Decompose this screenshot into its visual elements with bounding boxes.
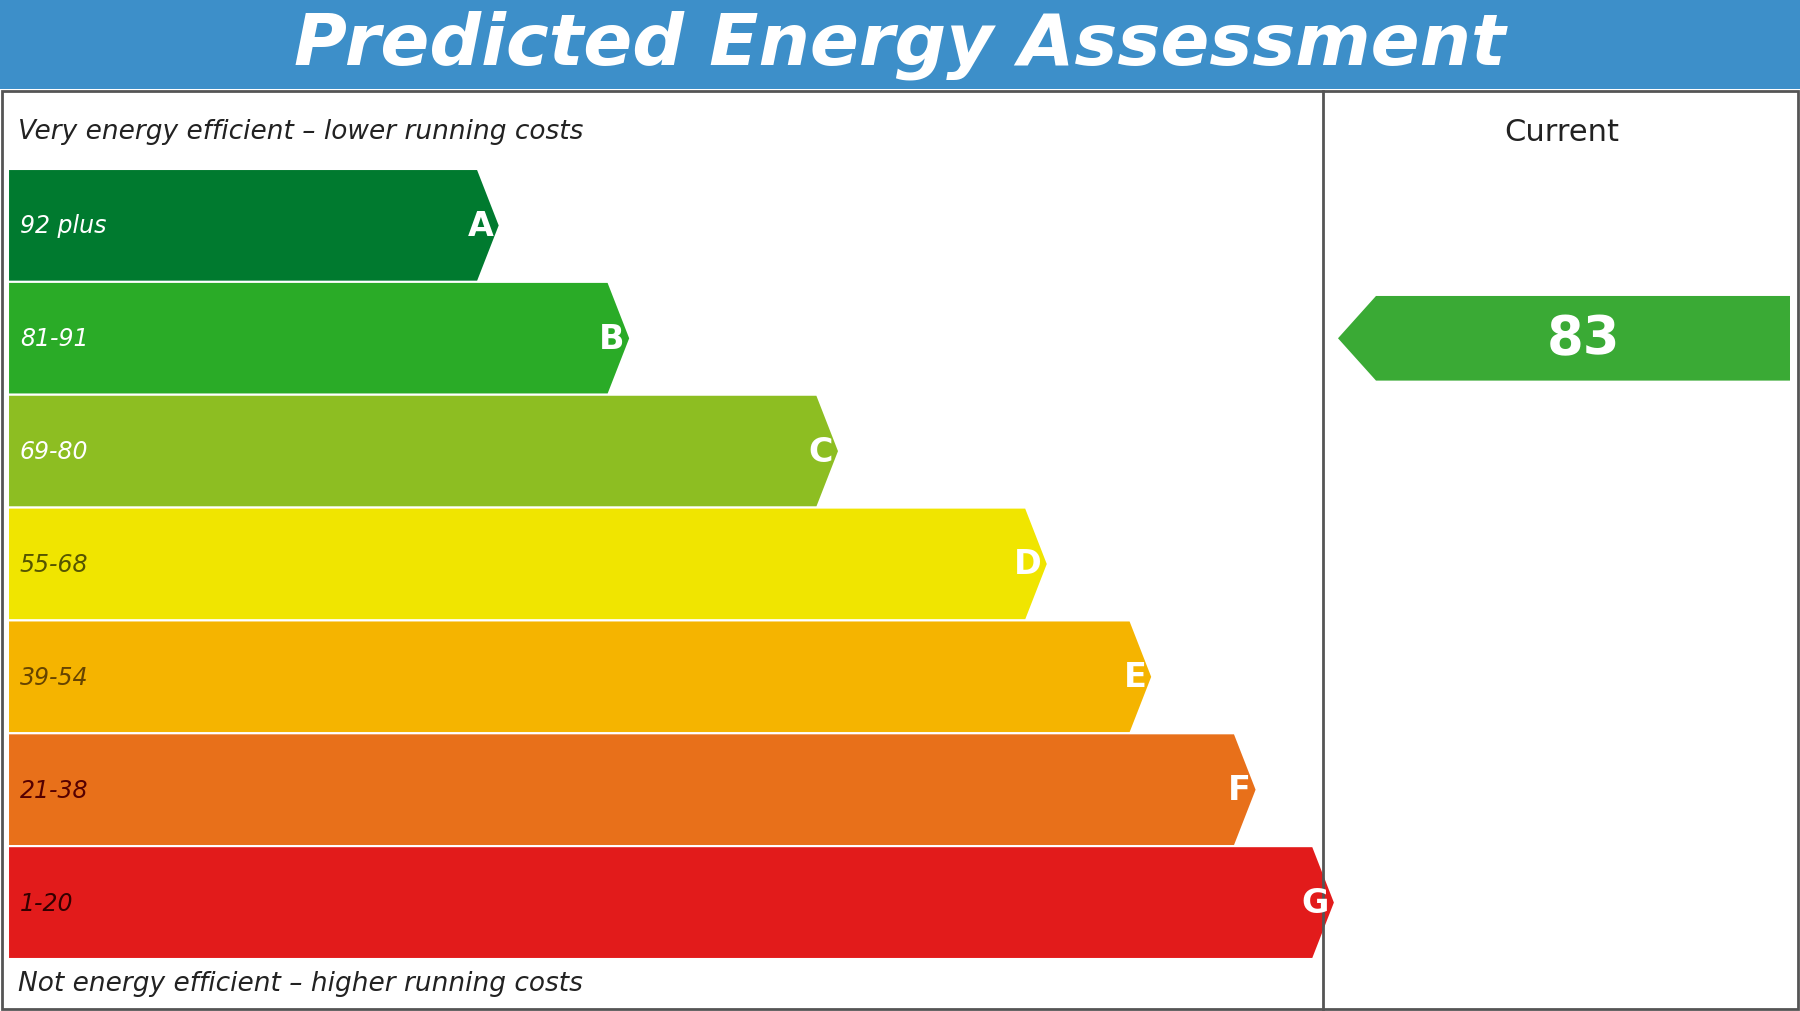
Text: 83: 83: [1546, 313, 1620, 365]
Text: 21-38: 21-38: [20, 777, 88, 802]
Text: G: G: [1301, 887, 1328, 919]
Polygon shape: [7, 283, 630, 395]
Text: C: C: [808, 435, 833, 468]
Text: Current: Current: [1505, 117, 1618, 147]
Text: 39-54: 39-54: [20, 665, 88, 690]
Text: 69-80: 69-80: [20, 440, 88, 464]
Text: F: F: [1228, 773, 1251, 807]
Polygon shape: [7, 734, 1256, 846]
Text: 1-20: 1-20: [20, 891, 74, 915]
Text: Predicted Energy Assessment: Predicted Energy Assessment: [293, 10, 1507, 80]
Polygon shape: [7, 621, 1152, 734]
Text: 81-91: 81-91: [20, 327, 88, 351]
Polygon shape: [7, 509, 1048, 621]
Polygon shape: [7, 170, 500, 283]
Text: 92 plus: 92 plus: [20, 214, 106, 239]
Text: Not energy efficient – higher running costs: Not energy efficient – higher running co…: [18, 970, 583, 996]
Text: B: B: [599, 323, 625, 356]
Text: 55-68: 55-68: [20, 552, 88, 576]
Polygon shape: [1337, 296, 1789, 381]
Text: Very energy efficient – lower running costs: Very energy efficient – lower running co…: [18, 119, 583, 145]
Text: A: A: [468, 209, 493, 243]
Bar: [0, 0, 1800, 90]
Polygon shape: [7, 395, 839, 509]
Text: D: D: [1013, 548, 1042, 581]
Text: E: E: [1123, 661, 1147, 694]
Polygon shape: [7, 846, 1336, 959]
